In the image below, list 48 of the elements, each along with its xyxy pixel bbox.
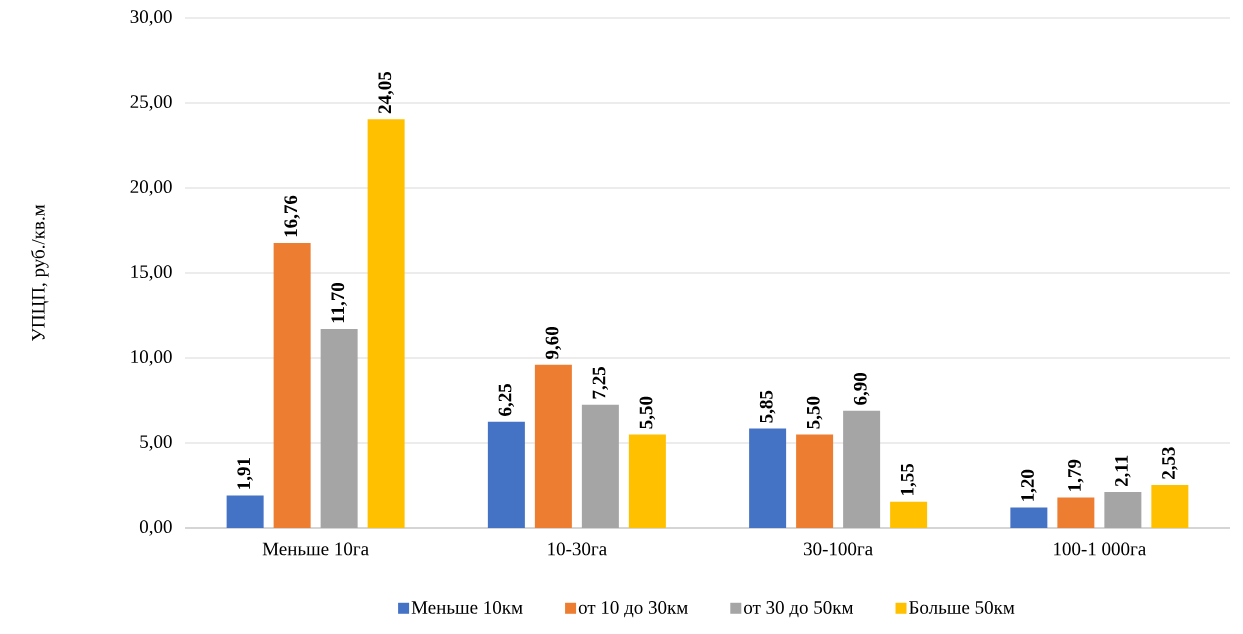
data-label: 1,91 — [237, 458, 253, 489]
x-tick-label: 100-1 000га — [1054, 542, 1146, 556]
bar — [487, 421, 525, 528]
legend-label: от 10 до 30км — [578, 601, 688, 618]
data-label: 2,11 — [1115, 455, 1131, 487]
y-tick-label: 30,00 — [130, 10, 172, 26]
y-tick-label: 10,00 — [131, 350, 172, 366]
data-label: 1,79 — [1068, 459, 1084, 491]
data-label: 1,20 — [1021, 469, 1037, 501]
bar — [581, 404, 619, 528]
legend-label: от 30 до 50км — [744, 601, 854, 618]
bar — [628, 434, 666, 528]
data-label: 5,85 — [759, 390, 776, 423]
bar — [1057, 497, 1095, 528]
bar — [534, 364, 572, 528]
bar — [1151, 484, 1189, 528]
y-tick-label: 0,00 — [139, 520, 172, 536]
data-label: 9,60 — [545, 327, 562, 360]
y-tick-label: 15,00 — [131, 265, 172, 281]
data-label: 7,25 — [592, 366, 609, 399]
bar — [320, 329, 358, 528]
data-label: 6,90 — [853, 372, 870, 405]
data-label: 5,50 — [806, 396, 823, 429]
x-tick-label: 10-30га — [548, 542, 607, 556]
data-label: 2,53 — [1162, 447, 1178, 479]
data-label: 1,55 — [900, 463, 917, 495]
data-label: 6,25 — [498, 383, 515, 416]
data-label: 16,76 — [284, 195, 300, 237]
y-tick-label: 5,00 — [140, 435, 172, 451]
bar — [1010, 507, 1048, 528]
bar — [890, 501, 928, 528]
y-tick-label: 25,00 — [130, 95, 172, 111]
bar — [367, 119, 405, 528]
y-axis-title: УПЦП, руб./кв.м — [30, 204, 49, 342]
legend-label: Больше 50км — [909, 601, 1015, 614]
data-label: 11,70 — [331, 282, 347, 323]
bar — [273, 243, 311, 528]
bar — [843, 410, 881, 528]
bar — [749, 428, 787, 528]
bar — [796, 434, 834, 528]
x-tick-label: Меньше 10га — [262, 542, 369, 556]
legend-label: Меньше 10км — [411, 601, 523, 614]
data-label: 5,50 — [639, 396, 656, 429]
data-label: 24,05 — [378, 71, 394, 114]
bar — [1104, 492, 1142, 528]
y-tick-label: 20,00 — [130, 180, 172, 196]
bar — [226, 495, 264, 528]
x-tick-label: 30-100га — [804, 542, 873, 556]
